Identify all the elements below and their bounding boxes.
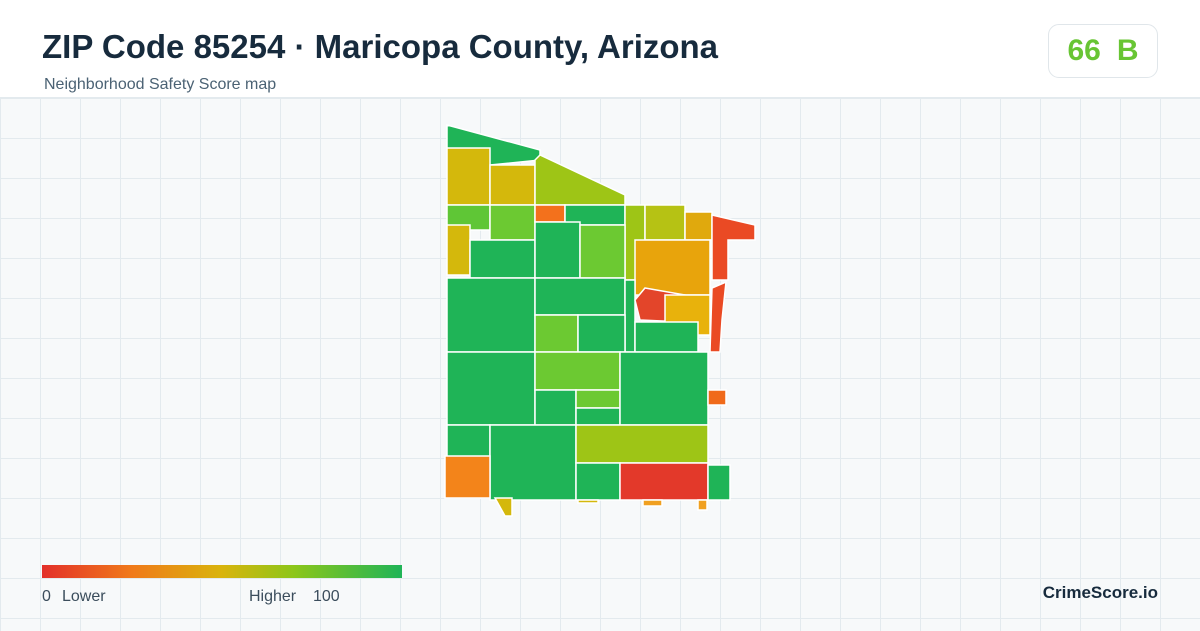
legend-min-label: Lower bbox=[62, 588, 106, 605]
region bbox=[534, 277, 626, 316]
region bbox=[579, 224, 626, 279]
region bbox=[624, 279, 636, 353]
region bbox=[642, 499, 663, 507]
brand: CrimeScore.io bbox=[1042, 583, 1158, 602]
region bbox=[634, 321, 699, 353]
region bbox=[577, 314, 626, 353]
region bbox=[469, 239, 536, 279]
page-title: ZIP Code 85254 · Maricopa County, Arizon… bbox=[42, 28, 719, 65]
score-badge: 66 B bbox=[1048, 24, 1158, 78]
region bbox=[575, 389, 621, 409]
region bbox=[446, 351, 536, 426]
regions bbox=[444, 124, 756, 517]
region bbox=[575, 424, 709, 464]
legend-max: 100 bbox=[313, 588, 340, 605]
region bbox=[577, 499, 599, 504]
region bbox=[446, 147, 491, 206]
region bbox=[534, 314, 579, 353]
region bbox=[619, 462, 709, 501]
region bbox=[446, 224, 471, 276]
legend-gradient bbox=[42, 565, 402, 578]
region bbox=[634, 239, 711, 296]
grade: B bbox=[1116, 34, 1139, 67]
score: 66 bbox=[1067, 34, 1101, 67]
region bbox=[493, 497, 513, 517]
legend-max-label: Higher bbox=[249, 588, 297, 605]
page-subtitle: Neighborhood Safety Score map bbox=[44, 76, 277, 93]
region bbox=[444, 455, 491, 499]
region bbox=[446, 277, 536, 353]
region bbox=[489, 424, 577, 501]
region bbox=[707, 389, 727, 406]
region bbox=[709, 280, 727, 353]
region bbox=[446, 424, 491, 461]
region bbox=[575, 407, 621, 426]
region bbox=[619, 351, 709, 426]
region bbox=[534, 351, 621, 391]
region bbox=[684, 211, 713, 241]
region bbox=[489, 204, 536, 241]
region bbox=[711, 214, 756, 281]
region bbox=[489, 164, 536, 206]
region bbox=[534, 204, 566, 223]
region bbox=[534, 389, 577, 426]
region bbox=[697, 499, 708, 511]
region bbox=[644, 204, 686, 241]
region bbox=[575, 462, 621, 501]
region bbox=[534, 154, 626, 206]
legend-min: 0 bbox=[42, 588, 51, 605]
region bbox=[534, 221, 581, 279]
region bbox=[707, 464, 731, 501]
